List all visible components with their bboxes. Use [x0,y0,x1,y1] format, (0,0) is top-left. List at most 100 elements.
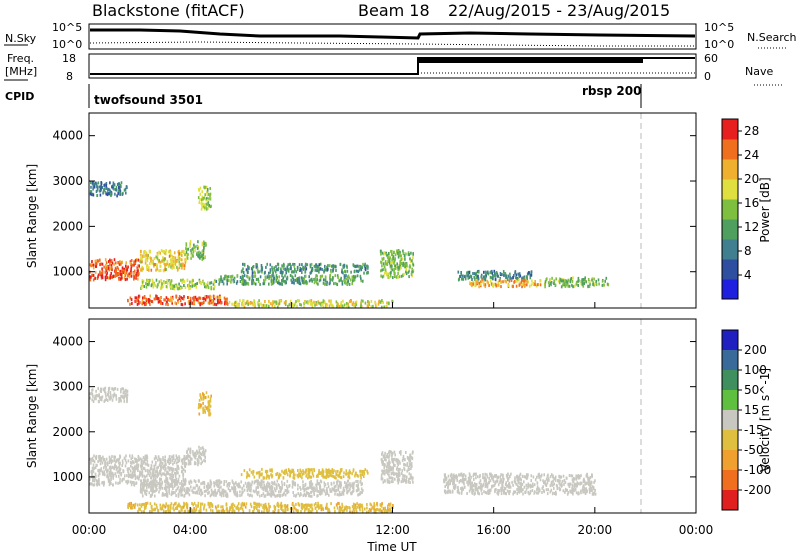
scatter-cell [220,277,223,281]
scatter-cell [287,269,290,273]
scatter-cell [249,502,252,506]
scatter-cell [339,278,342,282]
scatter-cell [178,252,181,256]
scatter-cell [198,188,200,192]
scatter-cell [163,261,165,265]
scatter-cell [153,457,156,461]
scatter-cell [246,299,249,303]
scatter-cell [220,485,222,489]
scatter-cell [213,493,215,497]
scatter-cell [143,295,146,298]
scatter-cell [314,276,317,280]
scatter-cell [202,196,204,200]
scatter-cell [272,490,275,494]
scatter-cell [318,270,320,274]
scatter-cell [532,484,534,488]
scatter-cell [528,492,530,496]
scatter-cell [178,510,180,514]
scatter-cell [134,259,137,263]
scatter-cell [389,260,391,264]
scatter-cell [603,283,605,287]
scatter-cell [179,299,182,303]
scatter-cell [253,475,256,479]
scatter-cell [349,471,352,475]
scatter-cell [175,284,177,288]
scatter-cell [547,281,550,285]
scatter-cell [489,479,492,483]
scatter-cell [201,198,203,202]
scatter-cell [329,489,332,493]
scatter-cell [309,263,312,267]
scatter-cell [315,301,317,304]
scatter-cell [263,476,266,480]
scatter-cell [116,274,118,277]
scatter-cell [381,460,383,464]
scatter-cell [92,185,95,189]
scatter-cell [250,487,252,491]
scatter-cell [187,454,189,458]
power-y-axis-label: Slant Range [km] [25,164,39,268]
scatter-cell [398,460,401,464]
scatter-cell [198,509,200,513]
scatter-cell [187,487,190,491]
scatter-cell [520,486,522,490]
scatter-cell [107,463,109,467]
scatter-cell [554,283,557,287]
scatter-cell [240,493,243,497]
scatter-cell [180,278,182,282]
scatter-cell [145,282,147,286]
scatter-cell [132,506,134,509]
scatter-cell [279,490,282,494]
scatter-cell [265,483,268,487]
scatter-cell [489,275,492,279]
scatter-cell [180,507,182,511]
scatter-cell [517,272,519,276]
scatter-cell [247,488,249,492]
scatter-cell [162,269,165,273]
scatter-cell [337,469,339,473]
scatter-cell [392,504,394,507]
scatter-cell [164,479,166,483]
scatter-cell [334,274,337,278]
scatter-cell [102,455,104,459]
scatter-cell [311,508,314,512]
scatter-cell [360,469,362,473]
scatter-cell [272,280,274,284]
scatter-cell [138,507,140,511]
scatter-cell [351,510,354,514]
scatter-cell [172,297,174,301]
scatter-cell [360,277,362,281]
scatter-cell [283,279,285,283]
scatter-cell [359,274,362,278]
scatter-cell [574,482,576,486]
scatter-cell [168,262,171,266]
scatter-cell [211,509,214,513]
scatter-cell [228,484,231,488]
scatter-cell [233,492,236,496]
scatter-cell [137,469,139,472]
scatter-cell [335,265,337,269]
scatter-cell [142,267,144,271]
scatter-cell [390,249,392,253]
scatter-cell [348,282,351,286]
scatter-cell [217,301,219,305]
scatter-cell [299,303,301,306]
scatter-cell [258,483,261,487]
scatter-cell [121,477,124,481]
scatter-cell [232,481,234,485]
scatter-cell [145,481,148,485]
scatter-cell [222,508,224,512]
scatter-cell [111,459,114,463]
scatter-cell [281,270,283,274]
scatter-cell [161,480,164,484]
scatter-cell [524,278,526,282]
scatter-cell [201,460,203,464]
scatter-cell [178,282,180,286]
scatter-cell [282,509,284,513]
scatter-cell [147,463,150,467]
scatter-cell [159,251,161,255]
scatter-cell [526,473,528,477]
scatter-cell [460,491,463,495]
scatter-cell [497,483,500,487]
scatter-cell [111,268,113,272]
